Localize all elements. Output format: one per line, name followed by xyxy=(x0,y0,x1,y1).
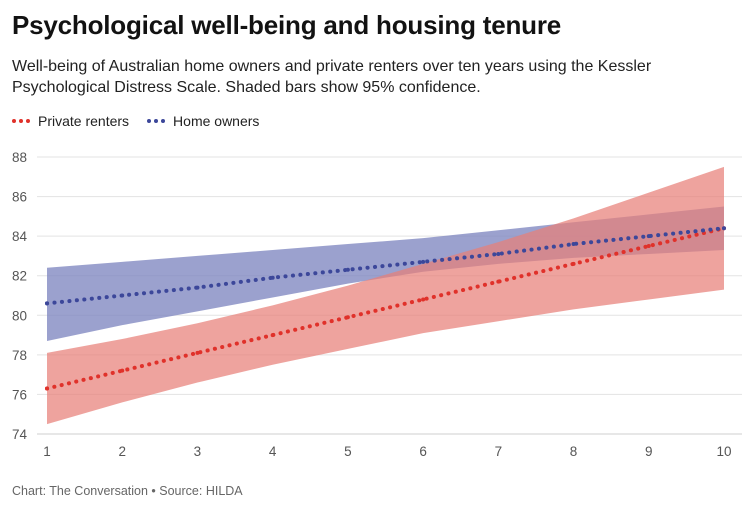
series-line-home-owners xyxy=(45,226,726,306)
y-tick-label-84: 84 xyxy=(12,229,28,244)
x-tick-label-10: 10 xyxy=(716,444,731,459)
data-point-private-renters-1 xyxy=(45,386,49,391)
data-point-home-owners-5 xyxy=(345,267,350,272)
data-point-home-owners-8 xyxy=(571,242,576,247)
legend: Private renters Home owners xyxy=(12,113,259,129)
y-tick-label-80: 80 xyxy=(12,308,27,323)
x-tick-label-2: 2 xyxy=(118,444,126,459)
chart-subtitle: Well-being of Australian home owners and… xyxy=(12,58,652,96)
chart-title: Psychological well-being and housing ten… xyxy=(12,10,562,40)
series-lines xyxy=(45,226,726,391)
data-point-private-renters-7 xyxy=(496,279,501,284)
data-point-private-renters-5 xyxy=(345,315,350,320)
legend-swatch-home-owners xyxy=(147,119,166,123)
x-tick-label-3: 3 xyxy=(194,444,202,459)
legend-swatch-private-renters xyxy=(12,119,30,123)
confidence-bands xyxy=(47,166,724,425)
data-point-home-owners-10 xyxy=(722,226,726,231)
data-point-home-owners-9 xyxy=(646,234,651,239)
data-point-private-renters-8 xyxy=(571,261,576,266)
data-point-home-owners-4 xyxy=(270,275,275,280)
legend-item-home-owners: Home owners xyxy=(147,113,259,129)
data-point-private-renters-2 xyxy=(120,368,125,373)
x-tick-label-9: 9 xyxy=(645,444,653,459)
x-tick-label-7: 7 xyxy=(495,444,503,459)
x-tick-label-4: 4 xyxy=(269,444,277,459)
data-point-home-owners-6 xyxy=(421,259,426,264)
y-tick-label-86: 86 xyxy=(12,190,27,205)
y-tick-label-82: 82 xyxy=(12,269,27,284)
x-tick-label-5: 5 xyxy=(344,444,352,459)
data-point-private-renters-4 xyxy=(270,333,275,338)
x-tick-label-8: 8 xyxy=(570,444,578,459)
y-tick-label-78: 78 xyxy=(12,348,27,363)
legend-item-private-renters: Private renters xyxy=(12,113,129,129)
x-tick-label-6: 6 xyxy=(419,444,427,459)
x-axis-ticks: 1 2 3 4 5 6 7 8 9 10 xyxy=(43,444,731,459)
data-point-home-owners-1 xyxy=(45,301,49,306)
y-tick-label-76: 76 xyxy=(12,387,27,402)
data-point-private-renters-6 xyxy=(421,297,426,302)
data-point-home-owners-2 xyxy=(120,293,125,298)
data-point-private-renters-3 xyxy=(195,350,200,355)
x-tick-label-1: 1 xyxy=(43,444,51,459)
chart-source: Chart: The Conversation • Source: HILDA xyxy=(12,484,243,498)
data-point-home-owners-7 xyxy=(496,251,501,256)
legend-label-home-owners: Home owners xyxy=(173,113,260,129)
y-tick-label-74: 74 xyxy=(12,427,28,442)
data-point-private-renters-9 xyxy=(646,244,651,249)
confidence-band-private-renters xyxy=(47,166,724,425)
data-point-home-owners-3 xyxy=(195,285,200,290)
legend-label-private-renters: Private renters xyxy=(38,113,130,129)
y-tick-label-88: 88 xyxy=(12,150,27,165)
y-axis-ticks: 74 76 78 80 82 84 86 88 xyxy=(12,150,28,442)
